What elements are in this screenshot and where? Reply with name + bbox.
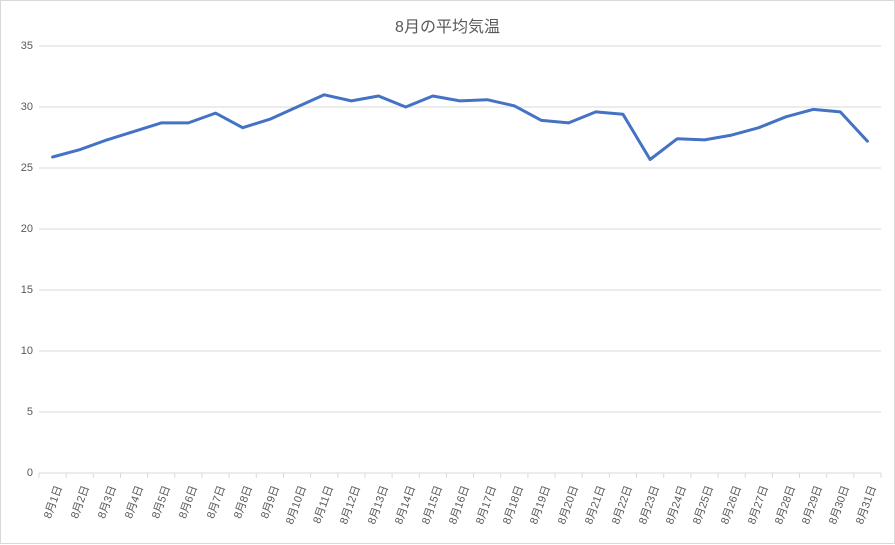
x-category-ticks	[39, 473, 881, 478]
temperature-series-line	[53, 95, 868, 160]
y-tick-label: 20	[5, 223, 33, 235]
gridlines	[39, 46, 881, 473]
y-tick-label: 30	[5, 101, 33, 113]
y-tick-label: 15	[5, 284, 33, 296]
y-tick-label: 0	[5, 467, 33, 479]
y-tick-label: 10	[5, 345, 33, 357]
y-tick-label: 5	[5, 406, 33, 418]
plot-svg	[1, 1, 895, 545]
y-tick-label: 35	[5, 40, 33, 52]
y-tick-label: 25	[5, 162, 33, 174]
line-chart: 8月の平均気温 05101520253035 8月1日8月2日8月3日8月4日8…	[0, 0, 895, 544]
